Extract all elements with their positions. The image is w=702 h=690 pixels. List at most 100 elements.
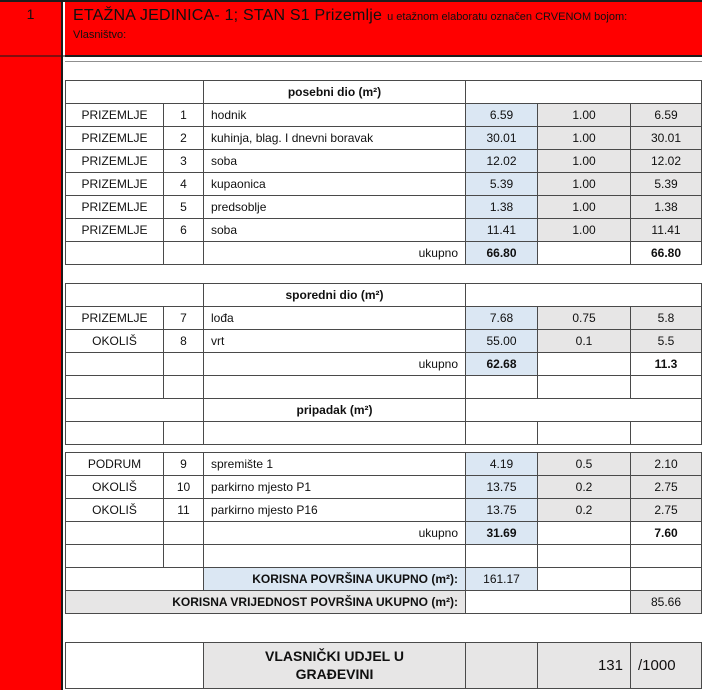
section-header-row: pripadak (m²) [66,399,702,422]
total-row: ukupno 66.80 66.80 [66,242,702,265]
cell-coef: 0.2 [538,499,631,522]
unit-title-note: u etažnom elaboratu označen CRVENOM bojo… [387,11,628,23]
cell-empty [164,353,204,376]
cell-desc: lođa [204,307,466,330]
sidebar-divider [0,55,65,57]
cell-empty [538,376,631,399]
total-value: 66.80 [631,242,702,265]
cell-desc: soba [204,219,466,242]
total-label: ukupno [204,522,466,545]
cell-empty [631,376,702,399]
cell-area: 13.75 [466,499,538,522]
cell-empty [66,643,204,689]
section-title: sporedni dio (m²) [204,284,466,307]
udjel-row: VLASNIČKI UDJEL U GRAĐEVINI 131 /1000 [66,643,702,689]
total-row: ukupno 31.69 7.60 [66,522,702,545]
cell-area: 13.75 [466,476,538,499]
table-row: PRIZEMLJE 5 predsoblje 1.38 1.00 1.38 [66,196,702,219]
korisna-povrsina-label: KORISNA POVRŠINA UKUPNO (m²): [204,568,466,591]
cell-desc: parkirno mjesto P16 [204,499,466,522]
section-header-row: posebni dio (m²) [66,81,702,104]
cell-empty [204,422,466,445]
cell-empty [466,422,538,445]
cell-coef: 0.75 [538,307,631,330]
cell-area: 4.19 [466,453,538,476]
cell-empty [538,545,631,568]
cell-empty [66,522,164,545]
cell-desc: spremište 1 [204,453,466,476]
cell-coef: 0.1 [538,330,631,353]
title-band: ETAŽNA JEDINICA- 1; STAN S1 Prizemlje u e… [65,2,702,57]
top-border [0,0,702,2]
table-row: OKOLIŠ 8 vrt 55.00 0.1 5.5 [66,330,702,353]
cell-loc: PRIZEMLJE [66,150,164,173]
cell-area: 5.39 [466,173,538,196]
cell-num: 2 [164,127,204,150]
total-label: ukupno [204,353,466,376]
korisna-povrsina-value: 161.17 [466,568,538,591]
section-title: posebni dio (m²) [204,81,466,104]
cell-value: 5.39 [631,173,702,196]
korisna-povrsina-row: KORISNA POVRŠINA UKUPNO (m²): 161.17 [66,568,702,591]
cell-empty [66,568,204,591]
cell-empty [164,545,204,568]
cell-num: 1 [164,104,204,127]
cell-value: 2.75 [631,476,702,499]
cell-empty [204,545,466,568]
cell-num: 6 [164,219,204,242]
cell-empty [66,399,204,422]
udjel-label-line1: VLASNIČKI UDJEL U [265,648,404,664]
cell-empty [466,376,538,399]
ownership-label: Vlasništvo: [73,29,127,41]
divider-line [65,61,702,62]
cell-num: 3 [164,150,204,173]
cell-empty [66,81,204,104]
cell-value: 12.02 [631,150,702,173]
cell-value: 2.75 [631,499,702,522]
cell-empty [164,242,204,265]
cell-area: 1.38 [466,196,538,219]
cell-loc: PODRUM [66,453,164,476]
cell-num: 4 [164,173,204,196]
cell-empty [66,376,164,399]
udjel-label: VLASNIČKI UDJEL U GRAĐEVINI [204,643,466,689]
cell-desc: predsoblje [204,196,466,219]
cell-num: 9 [164,453,204,476]
korisna-vrijednost-label: KORISNA VRIJEDNOST POVRŠINA UKUPNO (m²): [66,591,466,614]
cell-empty [66,284,204,307]
cell-empty [466,399,702,422]
table-row: PRIZEMLJE 2 kuhinja, blag. I dnevni bora… [66,127,702,150]
total-value: 11.3 [631,353,702,376]
cell-desc: kupaonica [204,173,466,196]
cell-loc: PRIZEMLJE [66,196,164,219]
cell-value: 5.8 [631,307,702,330]
cell-loc: PRIZEMLJE [66,173,164,196]
cell-empty [538,422,631,445]
total-area: 62.68 [466,353,538,376]
udjel-label-line2: GRAĐEVINI [295,665,374,682]
cell-area: 6.59 [466,104,538,127]
cell-value: 6.59 [631,104,702,127]
cell-loc: PRIZEMLJE [66,127,164,150]
total-label: ukupno [204,242,466,265]
cell-area: 7.68 [466,307,538,330]
cell-area: 12.02 [466,150,538,173]
cell-num: 7 [164,307,204,330]
empty-row [66,376,702,399]
cell-coef: 1.00 [538,127,631,150]
cell-empty [164,522,204,545]
korisna-vrijednost-row: KORISNA VRIJEDNOST POVRŠINA UKUPNO (m²):… [66,591,702,614]
cell-empty [66,242,164,265]
cell-value: 5.5 [631,330,702,353]
korisna-vrijednost-value: 85.66 [631,591,702,614]
cell-empty [66,353,164,376]
total-value: 7.60 [631,522,702,545]
cell-value: 2.10 [631,453,702,476]
cell-loc: OKOLIŠ [66,476,164,499]
cell-area: 55.00 [466,330,538,353]
cell-area: 11.41 [466,219,538,242]
cell-desc: parkirno mjesto P1 [204,476,466,499]
table-pripadak: PODRUM 9 spremište 1 4.19 0.5 2.10 OKOLI… [65,452,702,614]
cell-num: 5 [164,196,204,219]
